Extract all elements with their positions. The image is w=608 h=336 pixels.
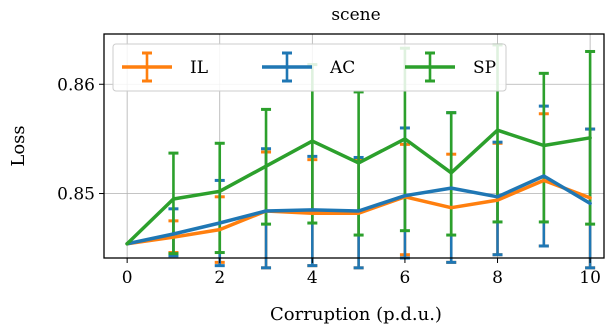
x-tick-label: 0 <box>122 268 133 288</box>
x-tick-label: 6 <box>400 268 411 288</box>
axis-ticks: 0 2 4 6 8 10 0.85 0.86 <box>57 75 601 288</box>
series-layer <box>125 43 596 270</box>
sp-series-line <box>125 128 592 246</box>
ac-series-line <box>125 174 592 246</box>
il-legend-label: IL <box>190 58 208 78</box>
x-tick-label: 4 <box>307 268 318 288</box>
legend: IL AC SP <box>112 43 507 92</box>
y-tick-label: 0.85 <box>57 185 95 205</box>
il-series-line <box>125 178 592 246</box>
plot-frame <box>103 33 605 259</box>
sp-legend-label: SP <box>473 58 496 78</box>
x-tick-label: 10 <box>579 268 601 288</box>
y-tick-label: 0.86 <box>57 75 95 95</box>
y-axis-label: Loss <box>8 125 29 166</box>
x-tick-label: 8 <box>492 268 503 288</box>
x-axis-label: Corruption (p.d.u.) <box>270 304 442 325</box>
x-tick-label: 2 <box>214 268 225 288</box>
ac-legend-label: AC <box>329 58 355 78</box>
chart-title: scene <box>331 5 380 25</box>
